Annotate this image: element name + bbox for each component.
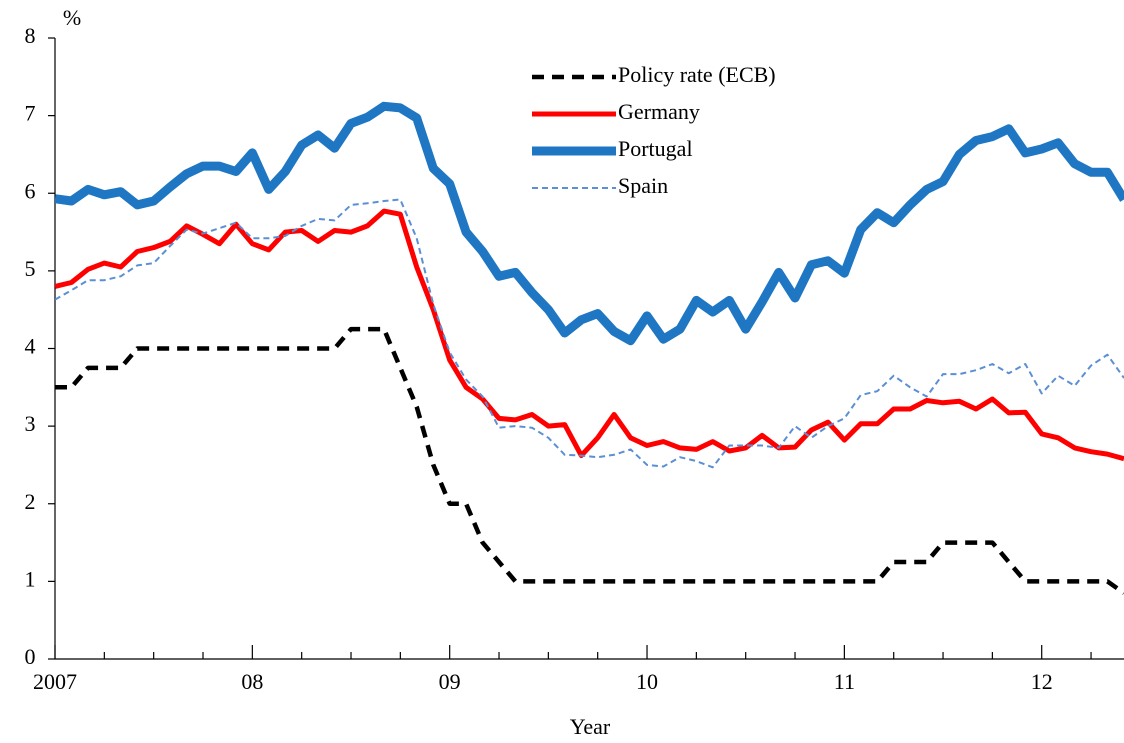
legend-label: Germany: [618, 99, 700, 124]
legend-label: Policy rate (ECB): [618, 62, 776, 87]
series-line: [55, 208, 1124, 462]
plot-area: [55, 101, 1124, 595]
legend-label: Spain: [618, 173, 668, 198]
x-tick-label: 2007: [33, 669, 77, 694]
y-tick-label: 6: [25, 178, 36, 203]
x-tick-label: 12: [1031, 669, 1053, 694]
y-tick-label: 0: [25, 644, 36, 669]
y-tick-label: 7: [25, 101, 36, 126]
x-axis-label: Year: [570, 714, 611, 739]
x-tick-label: 10: [636, 669, 658, 694]
series-line: [55, 101, 1124, 346]
series-line: [55, 326, 1124, 595]
y-tick-label: 1: [25, 566, 36, 591]
y-tick-label: 3: [25, 411, 36, 436]
x-tick-label: 11: [834, 669, 855, 694]
x-tick-label: 09: [439, 669, 461, 694]
y-tick-label: 8: [25, 23, 36, 48]
y-tick-label: 2: [25, 489, 36, 514]
series-line: [55, 198, 1124, 469]
y-tick-label: 5: [25, 256, 36, 281]
legend-label: Portugal: [618, 136, 693, 161]
x-tick-label: 08: [241, 669, 263, 694]
y-axis-label: %: [63, 5, 81, 30]
y-tick-label: 4: [25, 334, 36, 359]
